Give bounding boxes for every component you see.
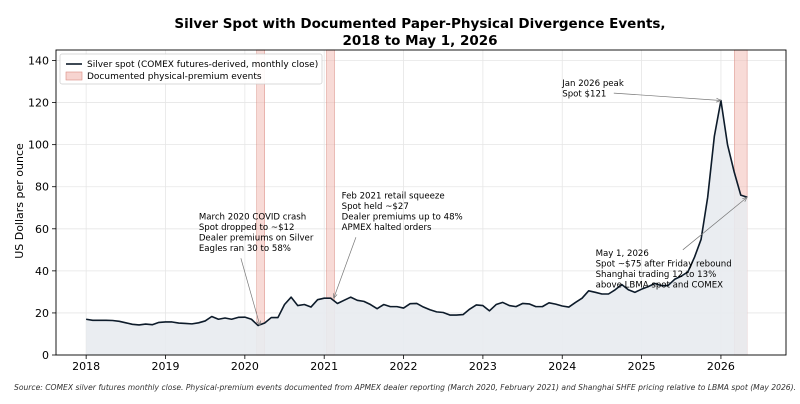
annotation-arrow [682,196,748,251]
annotation-text: March 2020 COVID crash [199,212,306,222]
y-tick-label: 20 [35,307,49,320]
x-tick-label: 2025 [628,360,656,373]
y-axis-label: US Dollars per ounce [13,143,26,259]
x-tick-label: 2024 [548,360,576,373]
y-tick-label: 40 [35,265,49,278]
legend-box [59,53,323,85]
annotation-text: Spot $121 [562,89,606,99]
y-tick-label: 100 [28,139,49,152]
x-tick-label: 2020 [231,360,259,373]
plot-frame [55,49,787,356]
annotation-arrow [240,258,261,326]
annotation-arrowhead [256,320,261,326]
annotation-text: Shanghai trading 12 to 13% [596,270,717,280]
annotation-text: Feb 2021 retail squeeze [342,191,445,201]
annotation-text: Dealer premiums on Silver [199,233,314,243]
annotation-text: Spot dropped to ~$12 [199,223,295,233]
annotation-text: Spot ~$75 after Friday rebound [596,260,732,270]
x-tick-label: 2022 [390,360,418,373]
source-note: Source: COMEX silver futures monthly clo… [14,383,796,392]
y-tick-label: 60 [35,223,49,236]
y-tick-label: 0 [42,349,49,362]
annotation-arrowhead [716,97,722,103]
annotation-text: APMEX halted orders [342,223,432,233]
event-span-1 [256,49,265,356]
legend-swatch-patch [65,71,83,81]
x-tick-label: 2023 [469,360,497,373]
annotation-arrowhead [333,293,338,299]
x-tick-label: 2019 [152,360,180,373]
legend-label-series: Silver spot (COMEX futures-derived, mont… [87,60,318,70]
legend-label-events: Documented physical-premium events [87,72,262,82]
x-tick-label: 2026 [707,360,735,373]
legend: Silver spot (COMEX futures-derived, mont… [59,53,323,85]
chart-title-line-2: 2018 to May 1, 2026 [342,33,497,49]
x-tick-label: 2021 [310,360,338,373]
annotation-text: Spot held ~$27 [342,202,409,212]
series-line [86,99,748,327]
y-tick-label: 120 [28,97,49,110]
annotation-text: Eagles ran 30 to 58% [199,244,291,254]
annotation-arrow [613,92,721,101]
annotation-text: Jan 2026 peak [561,79,624,89]
y-tick-label: 140 [28,55,49,68]
annotation-arrowhead [742,196,748,202]
annotation-text: May 1, 2026 [596,249,649,259]
y-tick-label: 80 [35,181,49,194]
annotation-text: Dealer premiums up to 48% [342,212,463,222]
chart-title-line-1: Silver Spot with Documented Paper-Physic… [174,16,665,32]
annotation-arrow [333,237,357,299]
annotation-text: above LBMA spot and COMEX [596,281,724,291]
plot-area: 2018 2019 2020 2021 2022 2023 2024 2025 2026 0 20 4… [28,49,787,373]
x-tick-label: 2018 [72,360,100,373]
